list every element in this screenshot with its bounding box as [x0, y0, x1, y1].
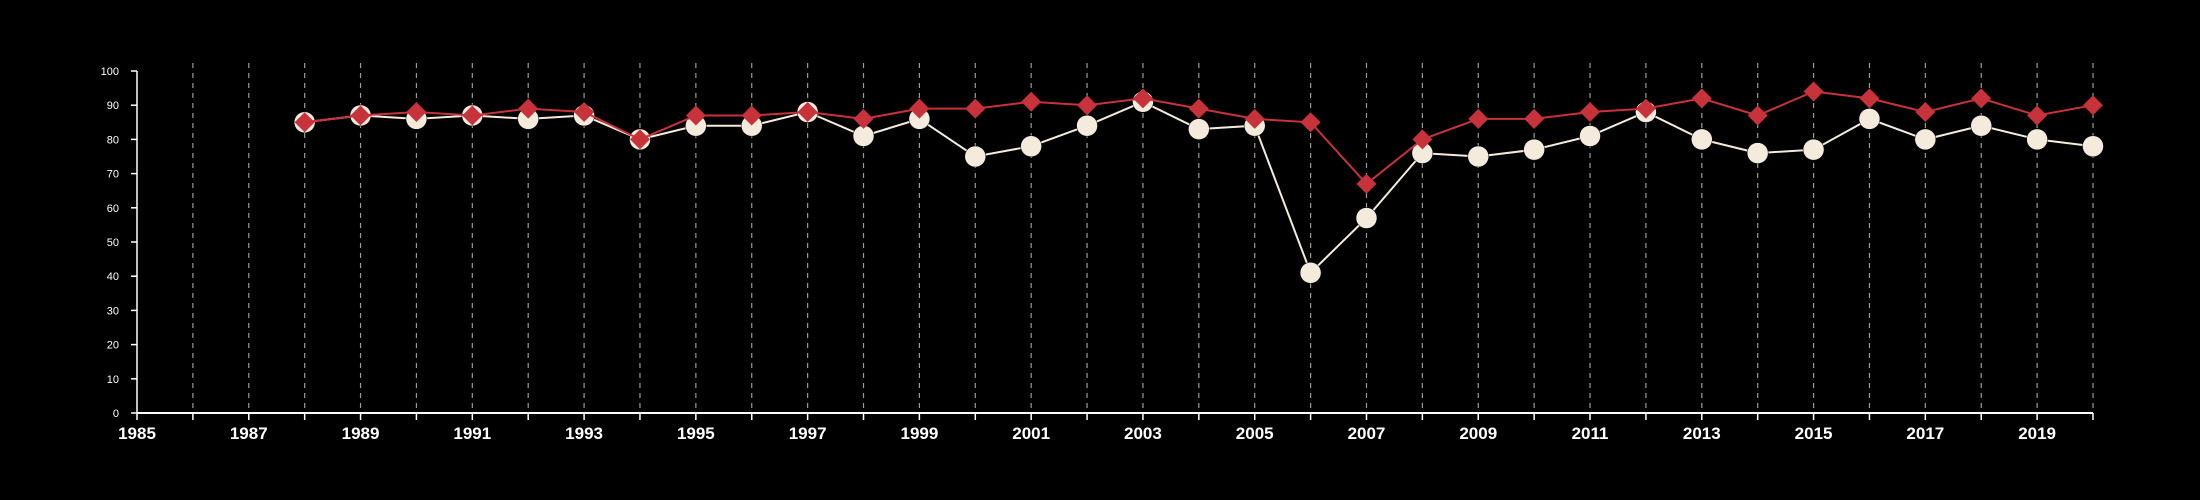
data-point-diamond: [1803, 81, 1824, 102]
data-point-diamond: [518, 98, 539, 119]
data-point-diamond: [909, 98, 930, 119]
data-point-circle: [1076, 114, 1098, 137]
axis-layer: 0 10 20 30 40 50 60 70 80 90 100 1985 1987 1989 1991 19…: [101, 66, 2094, 443]
y-tick-label: 90: [107, 100, 119, 112]
data-point-circle: [1579, 125, 1601, 147]
data-point-diamond: [1468, 108, 1489, 129]
series-diamond: [294, 81, 2103, 194]
y-tick-label: 20: [107, 340, 119, 352]
x-tick-label: 2007: [1348, 424, 1386, 443]
x-tick-label: 1993: [565, 424, 603, 443]
y-tick-label: 30: [107, 305, 119, 317]
data-point-circle: [1802, 138, 1825, 161]
data-point-diamond: [685, 105, 706, 126]
data-point-diamond: [574, 102, 595, 122]
data-point-circle: [1299, 262, 1322, 284]
data-point-diamond: [1971, 88, 1992, 109]
data-point-diamond: [853, 108, 874, 129]
x-tick-label: 2011: [1572, 424, 1609, 443]
data-point-diamond: [2027, 105, 2048, 126]
data-point-diamond: [1747, 105, 1768, 126]
y-tick-label: 80: [107, 134, 119, 146]
y-tick-label: 10: [107, 374, 119, 386]
y-tick-label: 100: [101, 66, 119, 78]
grid-layer: [192, 63, 2094, 413]
x-tick-label: 2017: [1906, 424, 1944, 443]
data-point-diamond: [1691, 88, 1712, 109]
data-point-diamond: [1188, 98, 1209, 119]
x-tick-label: 2003: [1124, 424, 1162, 443]
x-tick-label: 2019: [2018, 424, 2056, 443]
data-point-diamond: [1635, 98, 1656, 119]
data-point-diamond: [741, 105, 762, 126]
x-tick-label: 1991: [453, 424, 491, 443]
data-point-diamond: [1132, 88, 1153, 109]
data-point-circle: [2082, 135, 2104, 157]
data-point-circle: [1970, 114, 1992, 137]
data-point-circle: [1020, 135, 1042, 157]
x-tick-label: 1985: [118, 424, 156, 443]
x-tick-label: 1995: [677, 424, 715, 443]
x-tick-label: 1997: [789, 424, 827, 443]
y-tick-label: 40: [107, 271, 119, 283]
y-tick-label: 0: [113, 408, 119, 420]
data-point-diamond: [630, 129, 650, 150]
data-point-diamond: [1859, 88, 1880, 109]
data-point-diamond: [462, 105, 483, 126]
x-tick-label: 2009: [1459, 424, 1497, 443]
x-tick-label: 2015: [1795, 424, 1833, 443]
data-point-diamond: [1915, 102, 1936, 122]
data-point-diamond: [1412, 129, 1433, 150]
x-tick-label: 2005: [1236, 424, 1274, 443]
data-point-diamond: [1244, 108, 1265, 129]
x-tick-label: 2013: [1683, 424, 1721, 443]
data-point-circle: [964, 145, 987, 168]
y-tick-label: 70: [107, 169, 119, 181]
data-point-diamond: [2083, 95, 2103, 116]
data-point-circle: [1188, 118, 1210, 140]
data-point-diamond: [1580, 102, 1600, 122]
data-point-diamond: [1077, 95, 1098, 116]
data-point-circle: [1746, 142, 1769, 164]
x-tick-label: 2001: [1012, 424, 1050, 443]
data-point-diamond: [406, 102, 427, 122]
data-point-diamond: [965, 98, 986, 119]
data-point-circle: [1691, 128, 1713, 151]
y-tick-label: 60: [107, 203, 119, 215]
data-point-diamond: [797, 102, 818, 122]
series-layer: [293, 81, 2104, 284]
y-tick-label: 50: [107, 237, 119, 249]
data-point-circle: [2026, 128, 2048, 151]
data-point-diamond: [1356, 173, 1377, 194]
data-point-circle: [1467, 145, 1490, 168]
data-point-circle: [1523, 138, 1545, 161]
data-point-circle: [1858, 108, 1881, 130]
data-point-diamond: [1021, 91, 1042, 112]
data-point-circle: [1914, 128, 1937, 151]
data-point-diamond: [1524, 108, 1545, 129]
x-tick-label: 1999: [900, 424, 938, 443]
data-point-circle: [1355, 207, 1378, 229]
x-tick-label: 1989: [342, 424, 380, 443]
data-point-diamond: [294, 112, 315, 133]
data-point-diamond: [350, 105, 371, 126]
x-tick-label: 1987: [230, 424, 268, 443]
data-point-diamond: [1300, 112, 1321, 133]
